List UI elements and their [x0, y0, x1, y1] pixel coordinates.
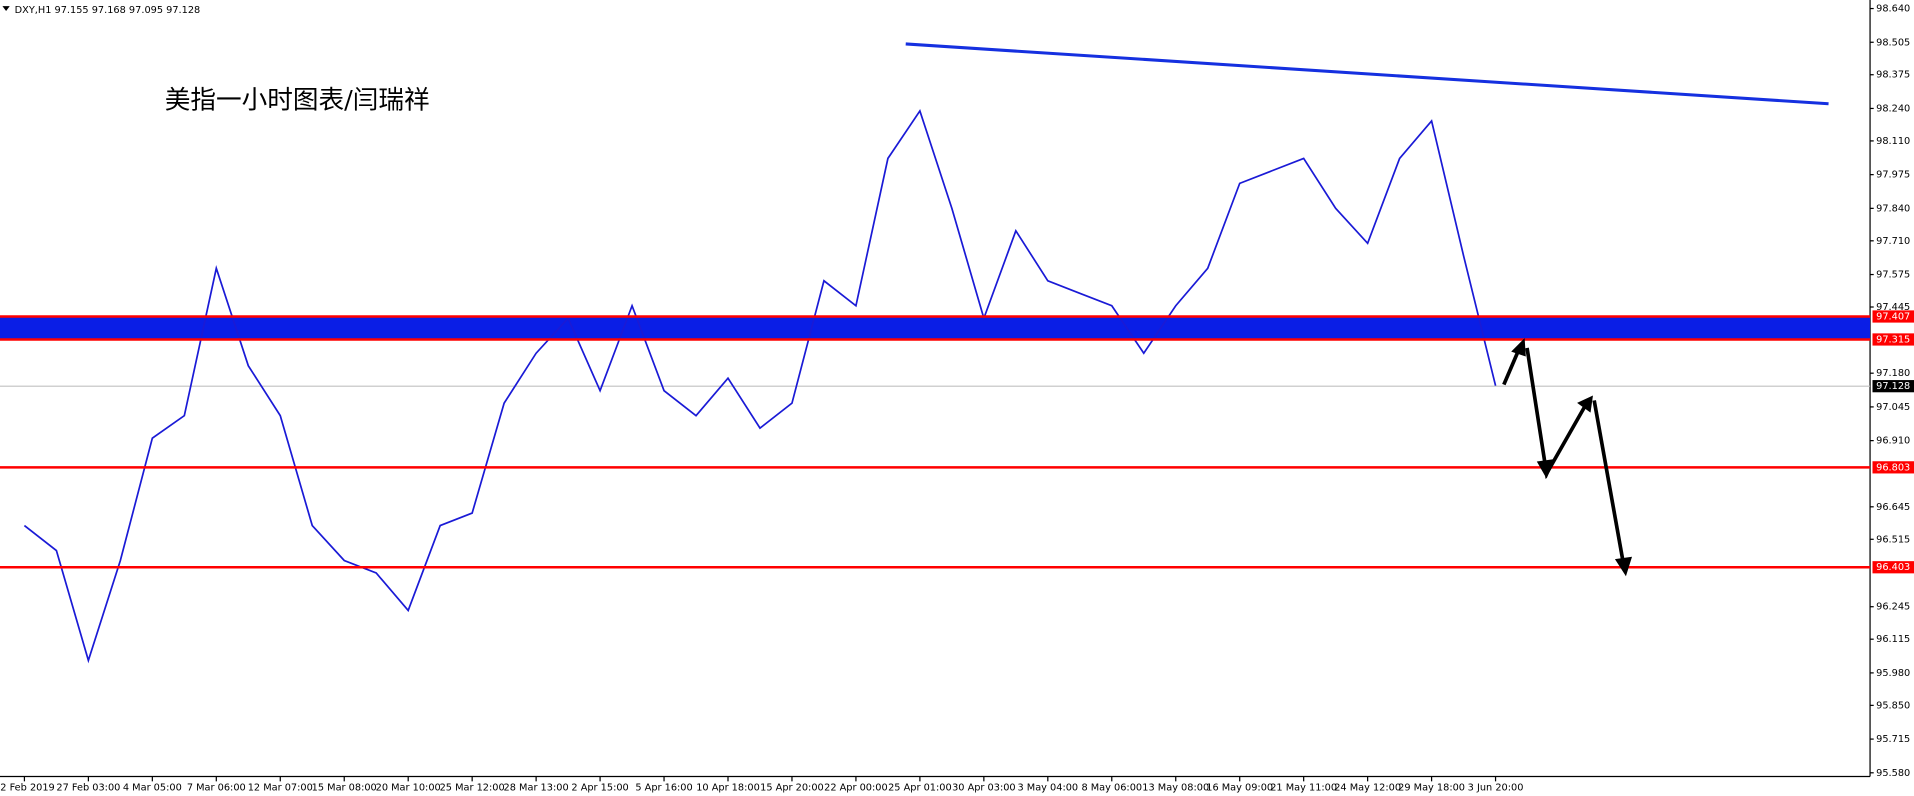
- x-tick-label: 3 May 04:00: [1017, 782, 1078, 793]
- x-tick-label: 20 Mar 10:00: [376, 782, 441, 793]
- y-tick-label: 97.840: [1876, 203, 1910, 214]
- x-tick-label: 30 Apr 03:00: [952, 782, 1016, 793]
- y-tick-label: 98.375: [1876, 70, 1910, 81]
- x-tick-label: 4 Mar 05:00: [123, 782, 182, 793]
- level-label: 96.403: [1876, 562, 1910, 573]
- y-tick-label: 97.575: [1876, 270, 1910, 281]
- y-tick-label: 98.640: [1876, 4, 1910, 15]
- level-label-box: [1872, 561, 1914, 574]
- y-tick-label: 96.245: [1876, 602, 1910, 613]
- y-tick-label: 97.445: [1876, 302, 1910, 313]
- menu-icon[interactable]: [2, 6, 10, 11]
- y-tick-label: 98.110: [1876, 136, 1910, 147]
- arrow-heads: [1511, 338, 1633, 577]
- x-tick-label: 25 Apr 01:00: [888, 782, 952, 793]
- x-tick-label: 27 Feb 03:00: [56, 782, 120, 793]
- x-tick-label: 28 Mar 13:00: [504, 782, 569, 793]
- y-tick-label: 98.240: [1876, 103, 1910, 114]
- x-tick-label: 22 Feb 2019: [0, 782, 55, 793]
- x-tick-label: 7 Mar 06:00: [187, 782, 246, 793]
- level-label: 96.803: [1876, 462, 1910, 473]
- level-label-box: [1872, 461, 1914, 474]
- y-tick-label: 97.710: [1876, 236, 1910, 247]
- x-tick-label: 21 May 11:00: [1270, 782, 1337, 793]
- x-tick-label: 10 Apr 18:00: [696, 782, 760, 793]
- x-tick-label: 13 May 08:00: [1142, 782, 1209, 793]
- y-tick-label: 95.715: [1876, 734, 1910, 745]
- y-tick-label: 98.505: [1876, 37, 1910, 48]
- y-tick-label: 95.580: [1876, 768, 1910, 779]
- symbol-header: DXY,H1 97.155 97.168 97.095 97.128: [15, 5, 201, 16]
- y-tick-label: 96.115: [1876, 634, 1910, 645]
- y-tick-label: 96.910: [1876, 436, 1910, 447]
- y-tick-label: 97.045: [1876, 402, 1910, 413]
- trend-line: [905, 42, 1829, 106]
- current-price-label: 97.128: [1876, 381, 1910, 392]
- x-tick-label: 12 Mar 07:00: [248, 782, 313, 793]
- x-tick-label: 15 Mar 08:00: [312, 782, 377, 793]
- y-tick-label: 96.645: [1876, 502, 1910, 513]
- x-tick-label: 3 Jun 20:00: [1468, 782, 1524, 793]
- chart-title: 美指一小时图表/闫瑞祥: [165, 85, 430, 115]
- plot: 98.640 98.505 98.375 98.240 98.110 97.975 97.8…: [0, 4, 1910, 793]
- x-tick-label: 15 Apr 20:00: [760, 782, 824, 793]
- y-tick-label: 95.980: [1876, 668, 1910, 679]
- y-tick-label: 95.850: [1876, 700, 1910, 711]
- y-tick-label: 97.180: [1876, 368, 1910, 379]
- x-tick-label: 22 Apr 00:00: [824, 782, 888, 793]
- y-tick-label: 97.975: [1876, 170, 1910, 181]
- level-label: 97.315: [1876, 334, 1910, 345]
- x-tick-label: 2 Apr 15:00: [571, 782, 628, 793]
- level-label: 97.407: [1876, 311, 1910, 322]
- resistance-band: [0, 316, 1871, 340]
- y-tick-label: 96.515: [1876, 534, 1910, 545]
- x-tick-label: 16 May 09:00: [1206, 782, 1273, 793]
- x-tick-label: 8 May 06:00: [1081, 782, 1142, 793]
- x-tick-label: 24 May 12:00: [1334, 782, 1401, 793]
- price-line: [23, 109, 1497, 664]
- x-tick-label: 25 Mar 12:00: [440, 782, 505, 793]
- level-label-box: [1872, 333, 1914, 346]
- x-tick-label: 29 May 18:00: [1398, 782, 1465, 793]
- level-label-box: [1872, 310, 1914, 323]
- current-price-box: [1872, 380, 1914, 393]
- x-tick-label: 5 Apr 16:00: [635, 782, 692, 793]
